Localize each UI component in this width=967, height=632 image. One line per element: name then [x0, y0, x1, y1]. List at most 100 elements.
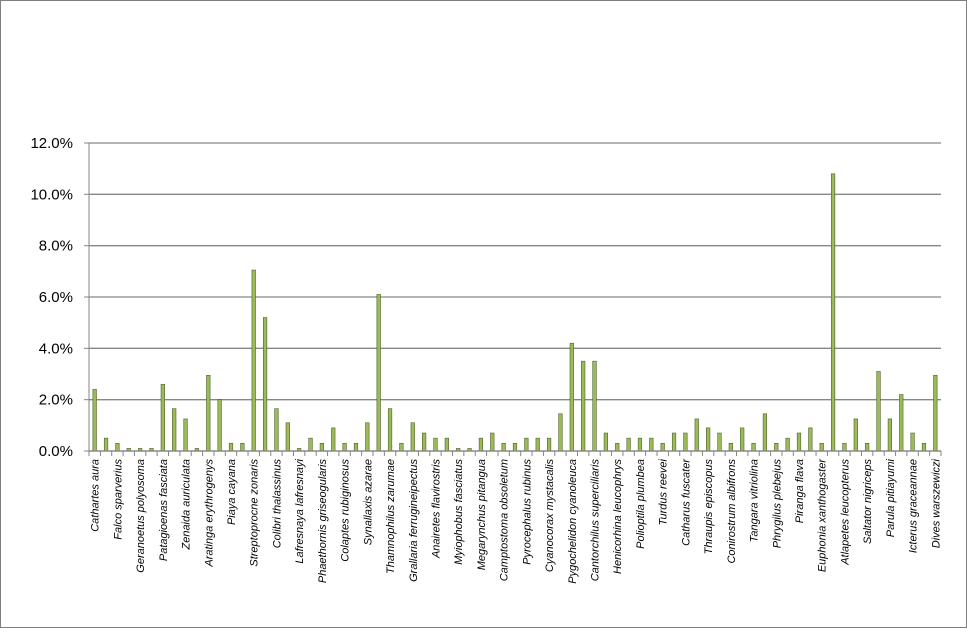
x-tick-label: Grallaria ferrugineipectus [408, 459, 420, 582]
x-tick-label: Pyrocephalus rubinus [521, 459, 533, 565]
bar [217, 399, 222, 452]
x-tick-label: Thamnophilus zarumae [385, 459, 397, 574]
gridlines [89, 142, 941, 452]
bar [694, 418, 699, 452]
bar [228, 442, 234, 452]
bar [660, 442, 665, 452]
x-tick-label: Phaethornis griseogularis [317, 459, 329, 584]
x-tick-label: Conirostrum albifrons [726, 459, 738, 564]
bar [251, 269, 256, 452]
bar [501, 442, 506, 452]
bar [172, 408, 177, 452]
y-tick-label: 2.0% [39, 392, 73, 409]
bar [592, 360, 597, 452]
x-tick-label: Saltator nigriceps [862, 459, 874, 544]
bar [115, 442, 120, 452]
bar [103, 437, 109, 452]
bar [92, 389, 97, 452]
bar [865, 442, 870, 452]
x-tick-label: Icterus graceannae [908, 459, 920, 553]
y-tick-label: 10.0% [30, 186, 73, 203]
bar [478, 437, 484, 452]
x-tick-label: Aratinga erythrogenys [203, 459, 215, 568]
bar [422, 432, 427, 452]
bar [626, 437, 631, 452]
bar [808, 427, 813, 452]
x-tick-label: Pygochelidon cyanoleuca [567, 459, 579, 584]
x-tick-label: Euphonia xanthogaster [817, 458, 829, 572]
bar [785, 437, 790, 452]
bar [921, 442, 927, 452]
y-tick-label: 12.0% [30, 135, 73, 152]
bar [842, 442, 847, 452]
x-axis: Cathartes aura Falco sparverius Geranoetus… [88, 450, 942, 584]
bar [319, 442, 324, 452]
bar [262, 317, 268, 452]
x-tick-label: Camptostoma obsoletum [499, 459, 511, 581]
bar [274, 408, 279, 452]
x-tick-label: Falco sparverius [112, 459, 124, 540]
bar [376, 294, 381, 452]
bar [524, 437, 529, 452]
x-tick-label: Henicorhina leucophrys [612, 459, 624, 574]
x-tick-label: Zenaida auriculata [181, 459, 193, 551]
x-tick-label: Patagioenas fasciata [158, 459, 170, 561]
bar [671, 432, 677, 452]
x-tick-label: Polioptila plumbea [635, 459, 647, 549]
bar [546, 437, 552, 452]
bar [728, 442, 733, 452]
bar [160, 383, 165, 452]
x-tick-label: Colibri thalassinus [271, 459, 283, 549]
x-tick-label: Tangara vitriolina [749, 459, 761, 542]
bar [558, 413, 563, 452]
y-axis: 0.0% 2.0% 4.0% 6.0% 8.0% 10.0% 12.0% [30, 135, 90, 460]
bar [490, 432, 495, 452]
x-tick-label: Lafresnaya lafresnayi [294, 458, 306, 563]
bar [853, 418, 858, 452]
bar [717, 432, 722, 452]
bar [353, 442, 359, 452]
x-tick-label: Synallaxis azarae [362, 459, 374, 545]
bar [615, 442, 620, 452]
x-tick-label: Anairetes flavirostris [430, 459, 442, 560]
bar [796, 432, 802, 452]
bar [876, 371, 881, 452]
bar [637, 437, 643, 452]
bar [387, 408, 393, 452]
bar [444, 437, 449, 452]
bar [512, 442, 518, 452]
x-tick-label: Megarynchus pitangua [476, 459, 488, 570]
bar [819, 442, 824, 452]
x-tick-label: Atlapetes leucopterus [839, 459, 851, 566]
bar [706, 427, 711, 452]
bar [342, 442, 347, 452]
bar [774, 442, 779, 452]
x-tick-label: Myiophobus fasciatus [453, 459, 465, 565]
x-tick-label: Piranga flava [794, 459, 806, 523]
x-tick-label: Streptoprocne zonaris [249, 459, 261, 567]
bar [410, 422, 415, 452]
bar [603, 432, 608, 452]
bar [887, 418, 892, 452]
bar [535, 437, 540, 452]
bar [683, 432, 688, 452]
y-tick-label: 6.0% [39, 289, 73, 306]
bar [830, 173, 836, 452]
x-tick-label: Cyanocorax mystacalis [544, 459, 556, 573]
x-tick-label: Piaya cayana [226, 459, 238, 525]
bar [183, 418, 188, 452]
x-tick-label: Geranoetus polyosoma [135, 459, 147, 573]
bar [899, 394, 904, 452]
x-tick-label: Cantorchilus superciliaris [590, 459, 602, 582]
x-tick-label: Thraupis episcopus [703, 459, 715, 555]
x-tick-label: Catharus fuscater [680, 458, 692, 546]
bar [762, 413, 768, 452]
bar [308, 437, 313, 452]
x-tick-label: Dives warszewiczi [930, 458, 942, 548]
bar [433, 437, 438, 452]
bar [933, 374, 938, 452]
bar [751, 442, 756, 452]
y-tick-label: 4.0% [39, 340, 73, 357]
bar [399, 442, 404, 452]
